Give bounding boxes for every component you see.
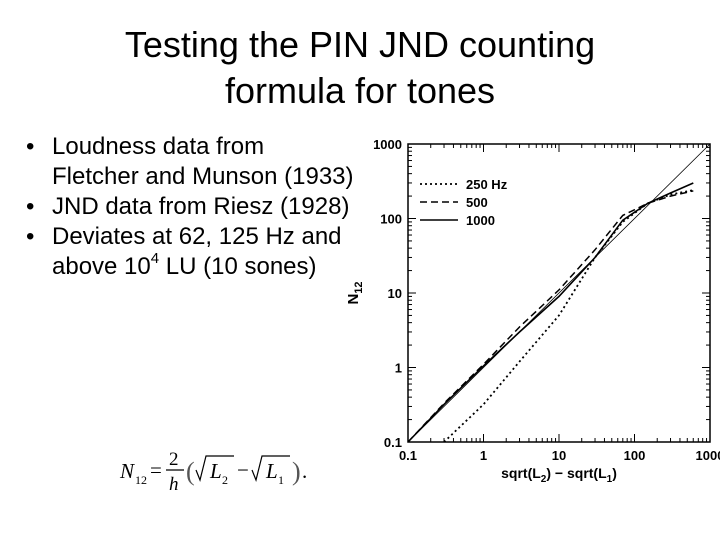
bullet-text-deviation-exponent: 4 xyxy=(150,250,160,267)
bullet-dot-icon: • xyxy=(26,133,35,160)
x-axis-label-sub-2: 1 xyxy=(607,474,613,482)
formula-l2: L xyxy=(209,459,222,483)
formula-l1: L xyxy=(265,459,278,483)
bullet-dot-icon: • xyxy=(26,223,35,250)
bullet-dot-icon: • xyxy=(26,193,35,220)
bullet-text-deviation-pre: Deviates at 62, 125 Hz and above 10 xyxy=(52,223,342,280)
formula-l1-subscript: 1 xyxy=(278,473,284,487)
bullet-item-deviation: • Deviates at 62, 125 Hz and above 104 L… xyxy=(26,222,356,282)
formula-denominator: h xyxy=(169,474,179,495)
x-tick-label: 1 xyxy=(480,448,487,463)
formula-numerator: 2 xyxy=(169,449,179,470)
bullet-text-loudness: Loudness data from Fletcher and Munson (… xyxy=(52,133,354,190)
formula-period: . xyxy=(302,459,307,483)
slide-title-line-1: Testing the PIN JND counting xyxy=(124,24,596,65)
formula-open-paren: ( xyxy=(186,457,195,486)
slide-title: Testing the PIN JND counting formula for… xyxy=(40,22,680,114)
x-tick-label: 0.1 xyxy=(399,448,417,463)
y-tick-label: 0.1 xyxy=(384,435,402,450)
bullet-item-jnd: • JND data from Riesz (1928) xyxy=(26,192,356,222)
formula-close-paren: ) xyxy=(292,457,301,486)
axis-ticks xyxy=(407,144,710,443)
x-axis-label-sub-1: 2 xyxy=(541,474,547,482)
bullet-text-deviation-post: LU (10 sones) xyxy=(159,253,317,280)
y-tick-label: 1 xyxy=(395,361,402,376)
series-line-1 xyxy=(443,189,694,443)
y-tick-label: 10 xyxy=(388,286,402,301)
formula-sqrt-1-icon xyxy=(195,455,234,482)
y-tick-label: 1000 xyxy=(373,137,402,152)
legend-label-1: 250 Hz xyxy=(466,177,508,192)
axis-tick-labels: 0.1 1 10 100 1000 0.1 1 10 100 1000 xyxy=(373,137,720,463)
x-axis-label-mid: ) − sqrt(L xyxy=(546,465,607,481)
y-tick-label: 100 xyxy=(380,212,402,227)
chart-legend: 250 Hz 500 1000 xyxy=(420,177,508,228)
x-axis-label-pre: sqrt(L xyxy=(501,465,541,481)
bullet-text-jnd: JND data from Riesz (1928) xyxy=(52,193,350,220)
series-line-2 xyxy=(407,190,694,443)
formula-equals: = xyxy=(150,458,162,482)
series-line-3 xyxy=(407,182,694,443)
x-axis-label-post: ) xyxy=(612,465,617,481)
reference-line xyxy=(407,143,711,443)
bullet-list: • Loudness data from Fletcher and Munson… xyxy=(26,132,356,282)
bullet-item-loudness: • Loudness data from Fletcher and Munson… xyxy=(26,132,356,192)
loudness-jnd-chart: 0.1 1 10 100 1000 0.1 1 10 100 1000 250 Hz 500 1000… xyxy=(345,137,720,482)
formula-sqrt-2-icon xyxy=(251,455,290,482)
x-axis-label: sqrt(L2) − sqrt(L1) xyxy=(501,465,617,482)
x-tick-label: 1000 xyxy=(696,448,720,463)
legend-label-2: 500 xyxy=(466,195,488,210)
series-lines xyxy=(407,143,711,443)
legend-label-3: 1000 xyxy=(466,213,495,228)
formula-n-subscript: 12 xyxy=(135,473,147,487)
formula-minus: − xyxy=(237,458,249,482)
formula-l2-subscript: 2 xyxy=(222,473,228,487)
formula-n: N xyxy=(119,459,135,483)
slide-title-line-2: formula for tones xyxy=(224,70,496,111)
x-tick-label: 100 xyxy=(624,448,646,463)
y-axis-label: N12 xyxy=(345,281,365,304)
pin-jnd-formula: N 12 = 2 h ( L 2 − L 1 ) . xyxy=(119,449,307,495)
x-tick-label: 10 xyxy=(552,448,566,463)
y-axis-label-sub: 12 xyxy=(353,281,365,293)
y-axis-label-main: N xyxy=(345,294,362,305)
